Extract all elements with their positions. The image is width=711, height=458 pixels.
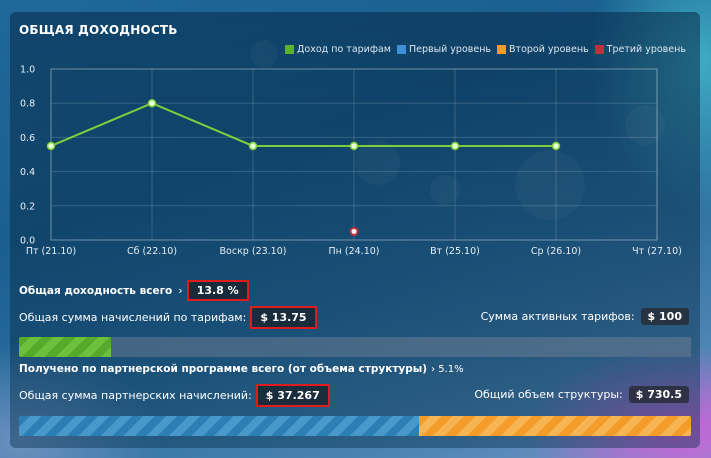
legend-label: Третий уровень xyxy=(606,44,686,55)
partner-accruals-row: Общая сумма партнерских начислений: $ 37… xyxy=(19,384,330,407)
y-tick-label: 0.6 xyxy=(20,133,35,144)
legend-item-level3[interactable]: Третий уровень xyxy=(594,44,686,55)
tariff-progress-bar xyxy=(19,337,691,357)
y-tick-label: 1.0 xyxy=(20,65,35,76)
active-tariffs-label: Сумма активных тарифов: xyxy=(480,310,635,323)
data-point xyxy=(349,226,359,236)
arrow-icon: › xyxy=(178,284,183,297)
legend-item-level2[interactable]: Второй уровень xyxy=(497,44,589,55)
tariff-accruals-row: Общая сумма начислений по тарифам: $ 13.… xyxy=(19,306,317,329)
legend-swatch xyxy=(396,45,406,54)
partner-accruals-label: Общая сумма партнерских начислений: xyxy=(19,389,252,402)
data-point xyxy=(147,98,157,108)
legend-swatch xyxy=(497,45,507,54)
y-tick-label: 0.0 xyxy=(20,236,35,247)
active-tariffs-value: $ 100 xyxy=(640,308,689,325)
y-tick-label: 0.2 xyxy=(20,201,35,212)
panel-title: ОБЩАЯ ДОХОДНОСТЬ xyxy=(19,23,178,37)
partner-progress-orange xyxy=(418,416,691,436)
x-tick-label: Пт (21.10) xyxy=(26,246,76,257)
series-line xyxy=(50,102,556,147)
x-tick-label: Пн (24.10) xyxy=(329,246,380,257)
legend-swatch xyxy=(285,45,294,54)
data-point xyxy=(349,141,359,151)
structure-volume-label: Общий объем структуры: xyxy=(474,388,623,401)
data-point xyxy=(46,141,56,151)
x-tick-label: Сб (22.10) xyxy=(127,246,177,257)
y-tick-label: 0.8 xyxy=(20,99,35,110)
legend-label: Доход по тарифам xyxy=(297,44,391,55)
data-point xyxy=(450,141,460,151)
partner-progress-blue xyxy=(19,416,419,436)
x-tick-label: Воскр (23.10) xyxy=(220,246,287,257)
structure-volume-row: Общий объем структуры: $ 730.5 xyxy=(474,386,689,403)
total-yield-value: 13.8 % xyxy=(186,280,249,301)
x-tick-label: Чт (27.10) xyxy=(632,246,682,257)
data-point xyxy=(551,141,561,151)
partner-total-label: Получено по партнерской программе всего … xyxy=(19,363,428,375)
tariff-accruals-value: $ 13.75 xyxy=(250,306,317,329)
tariff-progress-fill xyxy=(19,337,112,357)
total-yield-row: Общая доходность всего › 13.8 % xyxy=(19,280,249,301)
legend-item-tariff[interactable]: Доход по тарифам xyxy=(285,44,391,55)
total-yield-label: Общая доходность всего xyxy=(19,284,173,297)
plot-frame xyxy=(50,68,658,241)
y-tick-label: 0.4 xyxy=(20,167,35,178)
partner-progress-bar xyxy=(19,416,691,436)
partner-accruals-value: $ 37.267 xyxy=(255,384,330,407)
x-tick-label: Вт (25.10) xyxy=(430,246,480,257)
partner-total-row: Получено по партнерской программе всего … xyxy=(19,363,464,375)
partner-total-value: › 5.1% xyxy=(431,363,464,375)
tariff-accruals-label: Общая сумма начислений по тарифам: xyxy=(19,311,247,324)
data-point xyxy=(248,141,258,151)
x-tick-label: Ср (26.10) xyxy=(531,246,581,257)
legend-swatch xyxy=(594,45,604,54)
chart-legend: Доход по тарифам Первый уровень Второй у… xyxy=(285,44,686,55)
legend-label: Второй уровень xyxy=(509,44,589,55)
legend-label: Первый уровень xyxy=(408,44,492,55)
structure-volume-value: $ 730.5 xyxy=(628,386,689,403)
income-line-chart: 0.0 0.2 0.4 0.6 0.8 1.0 Пт (21.10) Сб (22.10) Во… xyxy=(20,65,682,258)
legend-item-level1[interactable]: Первый уровень xyxy=(396,44,492,55)
active-tariffs-row: Сумма активных тарифов: $ 100 xyxy=(481,308,689,325)
